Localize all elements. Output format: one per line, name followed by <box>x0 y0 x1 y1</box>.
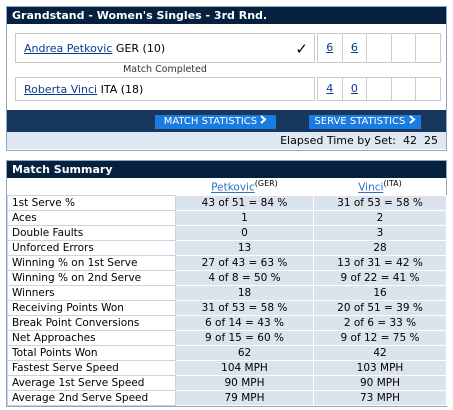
stat-value: 18 <box>175 285 314 301</box>
stat-value: 28 <box>313 240 447 256</box>
stat-label: Net Approaches <box>7 330 176 346</box>
stat-value: 2 <box>313 210 447 226</box>
country-sup: (ITA) <box>383 179 402 189</box>
stat-value: 31 of 53 = 58 % <box>313 195 447 211</box>
stat-value: 79 MPH <box>175 390 314 406</box>
summary-panel: Match Summary Petkovic(GER) Vinci(ITA) 1… <box>6 160 447 407</box>
stat-row: Break Point Conversions 6 of 14 = 43 % 2 o… <box>7 315 447 331</box>
stat-row: Unforced Errors 13 28 <box>7 240 447 256</box>
stat-label: Receiving Points Won <box>7 300 176 316</box>
button-label: MATCH STATISTICS <box>163 116 258 127</box>
summary-table: Petkovic(GER) Vinci(ITA) 1st Serve % 43 o… <box>7 178 447 406</box>
winner-mark: ✓ <box>295 40 308 58</box>
elapsed-label: Elapsed Time by Set: <box>280 134 396 147</box>
elapsed-time: Elapsed Time by Set: 42 25 <box>7 132 446 149</box>
elapsed-set: 25 <box>424 134 438 147</box>
set-score[interactable]: 6 <box>318 34 343 62</box>
stat-value: 9 of 15 = 60 % <box>175 330 314 346</box>
stat-label: Winning % on 2nd Serve <box>7 270 176 286</box>
stat-value: 9 of 12 = 75 % <box>313 330 447 346</box>
stat-label: 1st Serve % <box>7 195 176 211</box>
stat-label: Aces <box>7 210 176 226</box>
player-name[interactable]: Andrea Petkovic <box>24 42 113 55</box>
stat-value: 103 MPH <box>313 360 447 376</box>
player-name[interactable]: Roberta Vinci <box>24 83 98 96</box>
stat-value: 9 of 22 = 41 % <box>313 270 447 286</box>
player-link[interactable]: Vinci <box>358 181 384 194</box>
button-bar: MATCH STATISTICS SERVE STATISTICS <box>7 110 446 132</box>
player-country: GER (10) <box>115 42 166 55</box>
stat-row: Winners 18 16 <box>7 285 447 301</box>
set-score[interactable]: 4 <box>318 78 343 100</box>
stat-value: 31 of 53 = 58 % <box>175 300 314 316</box>
set-score[interactable]: 6 <box>343 34 368 62</box>
panel-title: Grandstand - Women's Singles - 3rd Rnd. <box>7 7 446 24</box>
stat-value: 20 of 51 = 39 % <box>313 300 447 316</box>
score-cells: 4 0 <box>317 77 441 101</box>
stat-value: 62 <box>175 345 314 361</box>
stat-label: Average 2nd Serve Speed <box>7 390 176 406</box>
arrow-icon <box>408 115 416 124</box>
match-status: Match Completed <box>123 64 207 75</box>
stat-value: 2 of 6 = 33 % <box>313 315 447 331</box>
column-header: Vinci(ITA) <box>314 178 447 196</box>
stat-value: 16 <box>313 285 447 301</box>
stat-row: Average 1st Serve Speed 90 MPH 90 MPH <box>7 375 447 391</box>
stat-label: Unforced Errors <box>7 240 176 256</box>
serve-statistics-button[interactable]: SERVE STATISTICS <box>309 115 421 129</box>
panel-title: Match Summary <box>7 161 446 178</box>
stat-label: Total Points Won <box>7 345 176 361</box>
column-header: Petkovic(GER) <box>176 178 314 196</box>
stat-label: Double Faults <box>7 225 176 241</box>
stat-row: Winning % on 1st Serve 27 of 43 = 63 % 13 … <box>7 255 447 271</box>
stat-label: Break Point Conversions <box>7 315 176 331</box>
score-cells: 6 6 <box>317 33 441 63</box>
stat-value: 4 of 8 = 50 % <box>175 270 314 286</box>
stat-value: 90 MPH <box>313 375 447 391</box>
stat-value: 73 MPH <box>313 390 447 406</box>
elapsed-set: 42 <box>403 134 417 147</box>
stat-value: 104 MPH <box>175 360 314 376</box>
match-panel: Grandstand - Women's Singles - 3rd Rnd. … <box>6 6 447 151</box>
arrow-icon <box>260 115 267 124</box>
stat-row: Receiving Points Won 31 of 53 = 58 % 20 of… <box>7 300 447 316</box>
set-score[interactable]: 0 <box>343 78 368 100</box>
stat-value: 13 of 31 = 42 % <box>313 255 447 271</box>
stat-row: 1st Serve % 43 of 51 = 84 % 31 of 53 = 58 … <box>7 195 447 211</box>
stat-value: 3 <box>313 225 447 241</box>
stat-label: Average 1st Serve Speed <box>7 375 176 391</box>
stat-value: 42 <box>313 345 447 361</box>
stat-value: 0 <box>175 225 314 241</box>
stat-row: Fastest Serve Speed 104 MPH 103 MPH <box>7 360 447 376</box>
stat-value: 13 <box>175 240 314 256</box>
country-sup: (GER) <box>254 179 278 189</box>
player-link[interactable]: Petkovic <box>211 181 255 194</box>
stat-value: 1 <box>175 210 314 226</box>
player-row: Andrea Petkovic GER (10) ✓ <box>15 33 315 63</box>
stat-label: Winning % on 1st Serve <box>7 255 176 271</box>
stat-value: 27 of 43 = 63 % <box>175 255 314 271</box>
stat-label: Winners <box>7 285 176 301</box>
stat-row: Double Faults 0 3 <box>7 225 447 241</box>
button-label: SERVE STATISTICS <box>314 116 406 127</box>
stat-row: Winning % on 2nd Serve 4 of 8 = 50 % 9 of … <box>7 270 447 286</box>
stat-value: 90 MPH <box>175 375 314 391</box>
stat-label: Fastest Serve Speed <box>7 360 176 376</box>
player-row: Roberta Vinci ITA (18) <box>15 77 315 101</box>
stat-row: Average 2nd Serve Speed 79 MPH 73 MPH <box>7 390 447 406</box>
stat-value: 6 of 14 = 43 % <box>175 315 314 331</box>
stat-row: Net Approaches 9 of 15 = 60 % 9 of 12 = 75… <box>7 330 447 346</box>
stat-row: Total Points Won 62 42 <box>7 345 447 361</box>
stat-row: Aces 1 2 <box>7 210 447 226</box>
stat-value: 43 of 51 = 84 % <box>175 195 314 211</box>
match-statistics-button[interactable]: MATCH STATISTICS <box>155 115 276 129</box>
player-country: ITA (18) <box>100 83 144 96</box>
